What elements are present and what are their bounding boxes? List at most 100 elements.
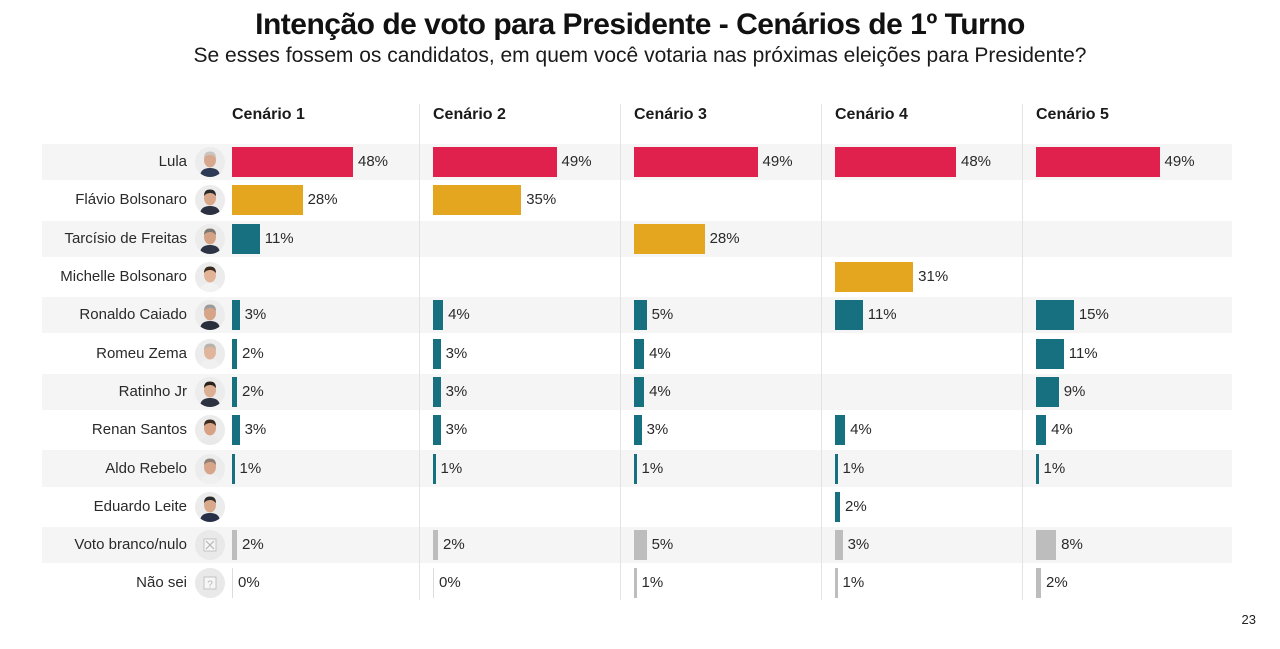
page-number: 23 — [1241, 612, 1256, 627]
bar — [433, 530, 439, 561]
photo-renan-santos-icon — [195, 415, 225, 446]
bar — [1036, 376, 1059, 407]
bar-value-label: 11% — [1068, 344, 1098, 362]
bar — [835, 262, 914, 293]
bar-value-label: 3% — [646, 421, 669, 439]
photo-eduardo-leite-icon — [195, 491, 225, 522]
photo-lula-icon — [195, 147, 225, 178]
bar-value-label: 48% — [358, 153, 389, 171]
bar — [634, 300, 647, 331]
bar-value-label: 2% — [242, 536, 264, 554]
x-box-icon — [195, 530, 225, 561]
bar — [835, 300, 863, 331]
candidate-label: Michelle Bolsonaro — [60, 268, 187, 286]
chart-subtitle: Se esses fossem os candidatos, em quem v… — [193, 44, 1087, 67]
bar — [634, 338, 645, 369]
bar — [835, 530, 843, 561]
bar — [433, 338, 441, 369]
bar — [835, 491, 841, 522]
photo-aldo-rebelo-icon — [195, 453, 225, 484]
bar-value-label: 2% — [242, 382, 264, 400]
bar-value-label: 4% — [649, 344, 671, 362]
bar-value-label: 49% — [1164, 153, 1195, 171]
bar — [835, 147, 956, 178]
photo-ratinho-jr-icon — [195, 376, 225, 407]
bar-value-label: 11% — [867, 306, 897, 324]
bar-value-label: 4% — [448, 306, 470, 324]
bar-value-label: 3% — [445, 344, 468, 362]
svg-text:?: ? — [207, 580, 213, 591]
bar-value-label: 4% — [1051, 421, 1073, 439]
candidate-label: Voto branco/nulo — [74, 536, 187, 554]
bar — [433, 568, 434, 599]
bar-value-label: 4% — [850, 421, 872, 439]
bar — [433, 185, 522, 216]
bar — [433, 147, 557, 178]
chart-title: Intenção de voto para Presidente - Cenár… — [255, 8, 1025, 41]
bar — [232, 300, 240, 331]
bar — [232, 453, 235, 484]
bar-value-label: 0% — [238, 574, 260, 592]
bar-value-label: 3% — [847, 536, 870, 554]
bar — [232, 338, 238, 369]
bar — [835, 415, 846, 446]
bar-value-label: 2% — [443, 536, 465, 554]
candidate-label: Flávio Bolsonaro — [75, 191, 187, 209]
bar-value-label: 11% — [264, 229, 294, 247]
bar-value-label: 3% — [244, 421, 267, 439]
bar — [433, 453, 436, 484]
bar — [1036, 453, 1039, 484]
bar — [232, 147, 353, 178]
bar — [634, 453, 637, 484]
bar — [634, 568, 637, 599]
column-divider — [821, 104, 822, 600]
column-divider — [1022, 104, 1023, 600]
scenario-header: Cenário 2 — [433, 106, 506, 123]
bar-value-label: 2% — [1046, 574, 1068, 592]
candidate-label: Ronaldo Caiado — [79, 306, 187, 324]
photo-tarcisio-de-freitas-icon — [195, 223, 225, 254]
bar-value-label: 48% — [961, 153, 992, 171]
photo-flavio-bolsonaro-icon — [195, 185, 225, 216]
question-box-icon: ? — [195, 568, 225, 599]
row-background — [42, 450, 1232, 487]
scenario-header: Cenário 3 — [634, 106, 707, 123]
photo-ronaldo-caiado-icon — [195, 300, 225, 331]
candidate-label: Renan Santos — [91, 421, 187, 439]
candidate-label: Eduardo Leite — [93, 497, 187, 515]
bar — [433, 415, 441, 446]
bar-value-label: 4% — [649, 382, 671, 400]
bar-value-label: 5% — [651, 536, 674, 554]
bar — [433, 300, 444, 331]
bar — [835, 453, 838, 484]
photo-romeu-zema-icon — [195, 338, 225, 369]
bar-value-label: 28% — [307, 191, 338, 209]
bar-value-label: 5% — [651, 306, 674, 324]
bar-value-label: 0% — [439, 574, 461, 592]
bar — [634, 223, 705, 254]
column-divider — [419, 104, 420, 600]
candidate-label: Ratinho Jr — [118, 382, 187, 400]
bar — [232, 530, 238, 561]
bar-value-label: 1% — [641, 574, 664, 592]
bar-value-label: 1% — [842, 459, 865, 477]
bar-value-label: 1% — [641, 459, 664, 477]
bar-value-label: 2% — [242, 344, 264, 362]
bar — [1036, 568, 1042, 599]
bar — [634, 376, 645, 407]
bar — [433, 376, 441, 407]
bar-value-label: 49% — [762, 153, 793, 171]
bar — [1036, 338, 1064, 369]
bar-value-label: 3% — [244, 306, 267, 324]
photo-michelle-bolsonaro-icon — [195, 262, 225, 293]
bar-value-label: 31% — [918, 268, 949, 286]
scenario-header: Cenário 5 — [1036, 106, 1109, 123]
candidate-label: Lula — [158, 153, 187, 171]
bar-value-label: 3% — [445, 421, 468, 439]
bar — [634, 415, 642, 446]
bar — [232, 185, 303, 216]
bar — [232, 376, 238, 407]
candidate-label: Romeu Zema — [96, 344, 187, 362]
scenario-header: Cenário 1 — [232, 106, 305, 123]
bar — [232, 568, 233, 599]
